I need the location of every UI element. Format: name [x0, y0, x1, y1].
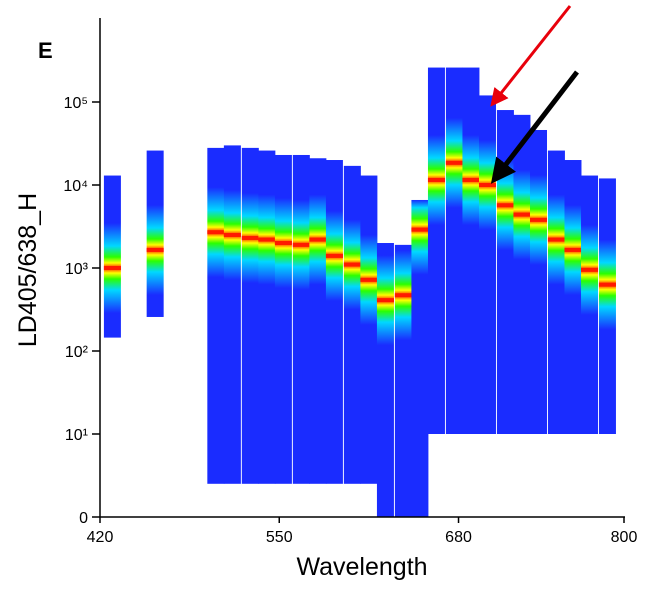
density-peak	[146, 247, 164, 252]
density-column	[598, 178, 616, 434]
density-column	[292, 154, 310, 484]
y-tick-label: 10¹	[65, 427, 88, 444]
panel-label: E	[38, 38, 53, 63]
density-column	[274, 154, 292, 484]
density-column	[360, 175, 378, 484]
density-peak	[513, 212, 531, 217]
density-column	[427, 67, 445, 434]
density-peak	[103, 266, 121, 270]
y-tick-label: 10²	[65, 344, 89, 361]
density-peak	[411, 227, 429, 232]
density-column	[530, 129, 548, 435]
density-column	[325, 160, 343, 484]
density-peak	[394, 293, 412, 298]
density-peak	[360, 277, 378, 282]
density-peak	[292, 242, 310, 247]
y-tick-label: 10³	[65, 261, 89, 278]
x-axis-label: Wavelength	[296, 553, 427, 581]
density-column	[103, 175, 121, 338]
y-tick-label: 10⁵	[64, 95, 88, 112]
density-peak	[445, 160, 463, 165]
density-peak	[274, 241, 292, 246]
x-tick-label: 420	[87, 529, 114, 546]
density-peak	[241, 235, 259, 240]
x-tick-label: 680	[445, 529, 472, 546]
density-column	[411, 199, 429, 518]
density-column	[445, 67, 463, 434]
density-column	[394, 244, 412, 517]
density-peak	[564, 247, 582, 252]
density-column	[223, 145, 241, 484]
density-column	[376, 243, 394, 517]
density-peak	[258, 237, 276, 242]
density-peak	[376, 298, 394, 303]
density-peak	[530, 217, 548, 222]
density-peak	[462, 177, 480, 182]
y-tick-label: 10⁴	[63, 178, 88, 195]
density-column	[547, 150, 565, 435]
density-peak	[343, 262, 361, 267]
y-axis-label: LD405/638_H	[14, 193, 42, 347]
density-column	[513, 114, 531, 434]
density-column	[478, 95, 496, 435]
density-column	[241, 147, 259, 484]
density-column	[309, 158, 327, 484]
density-column	[564, 160, 582, 434]
density-column	[496, 110, 514, 435]
density-column	[343, 165, 361, 484]
x-tick-label: 550	[266, 529, 293, 546]
density-peak	[223, 232, 241, 237]
density-peak	[547, 237, 565, 242]
black-arrow	[490, 70, 579, 184]
density-peak	[496, 203, 514, 208]
density-column	[462, 67, 480, 434]
density-peak	[581, 267, 599, 272]
density-column	[581, 175, 599, 434]
y-tick-label: 0	[79, 510, 88, 527]
x-tick-label: 800	[611, 529, 638, 546]
density-peak	[207, 230, 225, 235]
density-column	[207, 147, 225, 484]
density-peak	[309, 237, 327, 242]
density-peak	[598, 282, 616, 287]
density-peak	[325, 253, 343, 258]
density-column	[146, 150, 164, 317]
red-arrow	[490, 5, 572, 107]
density-peak	[478, 183, 496, 187]
density-column	[258, 150, 276, 484]
density-peak	[427, 177, 445, 182]
